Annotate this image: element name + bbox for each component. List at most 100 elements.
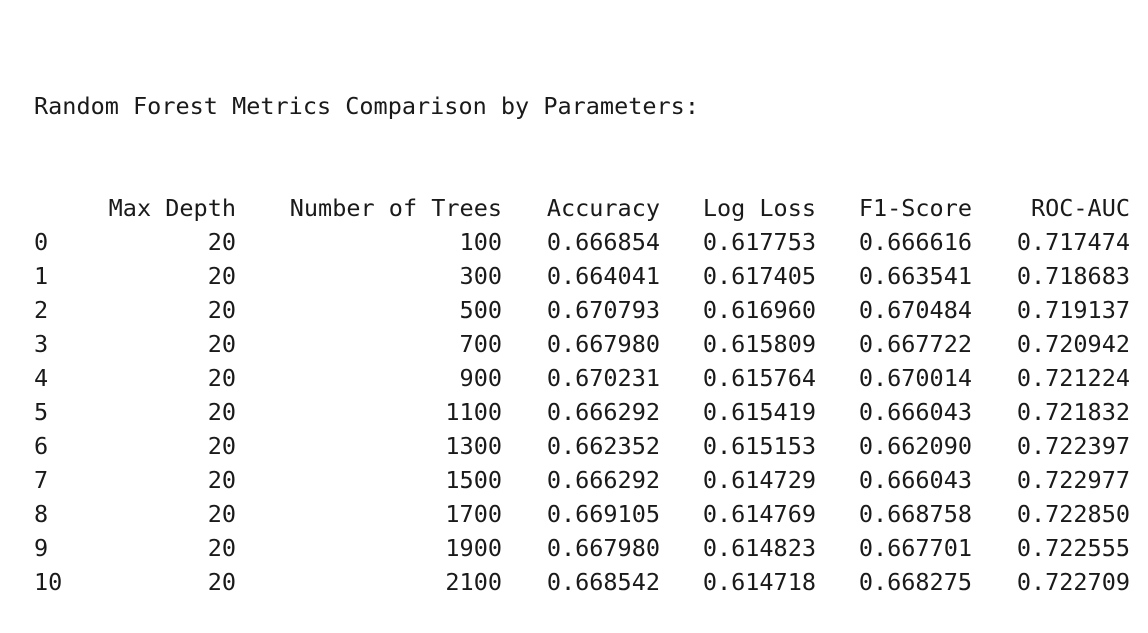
output-title: Random Forest Metrics Comparison by Para… <box>34 92 699 120</box>
cell-accuracy: 0.666292 <box>546 398 660 426</box>
row-index-cell: 10 <box>34 568 63 596</box>
cell-max-depth: 20 <box>207 432 236 460</box>
cell-roc-auc: 0.722850 <box>1016 500 1130 528</box>
row-index-cell: 3 <box>34 330 49 358</box>
cell-number-of-trees: 2100 <box>445 568 502 596</box>
cell-number-of-trees: 900 <box>459 364 502 392</box>
table-row: 1 20 300 0.664041 0.617405 0.663541 0.718683 <box>34 259 1130 293</box>
cell-max-depth: 20 <box>207 534 236 562</box>
row-index-cell: 0 <box>34 228 49 256</box>
cell-number-of-trees: 700 <box>459 330 502 358</box>
table-row: 6 20 1300 0.662352 0.615153 0.662090 0.722397 <box>34 429 1130 463</box>
table-row: 5 20 1100 0.666292 0.615419 0.666043 0.721832 <box>34 395 1130 429</box>
console-output: Random Forest Metrics Comparison by Para… <box>34 21 1130 633</box>
column-header-accuracy: Accuracy <box>546 194 660 222</box>
cell-f1-score: 0.667701 <box>858 534 972 562</box>
cell-max-depth: 20 <box>207 568 236 596</box>
cell-f1-score: 0.670484 <box>858 296 972 324</box>
cell-accuracy: 0.667980 <box>546 330 660 358</box>
row-index-cell: 2 <box>34 296 49 324</box>
row-index-cell: 9 <box>34 534 49 562</box>
cell-accuracy: 0.668542 <box>546 568 660 596</box>
cell-number-of-trees: 300 <box>459 262 502 290</box>
table-row: 2 20 500 0.670793 0.616960 0.670484 0.719137 <box>34 293 1130 327</box>
cell-f1-score: 0.668275 <box>858 568 972 596</box>
row-index-cell: 4 <box>34 364 49 392</box>
cell-f1-score: 0.670014 <box>858 364 972 392</box>
column-header-max-depth: Max Depth <box>108 194 236 222</box>
column-header-f1-score: F1-Score <box>858 194 972 222</box>
table-row: 8 20 1700 0.669105 0.614769 0.668758 0.722850 <box>34 497 1130 531</box>
cell-f1-score: 0.666616 <box>858 228 972 256</box>
cell-number-of-trees: 100 <box>459 228 502 256</box>
cell-roc-auc: 0.720942 <box>1016 330 1130 358</box>
cell-roc-auc: 0.722977 <box>1016 466 1130 494</box>
row-index-cell: 5 <box>34 398 49 426</box>
cell-accuracy: 0.669105 <box>546 500 660 528</box>
cell-f1-score: 0.666043 <box>858 398 972 426</box>
cell-number-of-trees: 1300 <box>445 432 502 460</box>
cell-log-loss: 0.615809 <box>702 330 816 358</box>
table-row: 0 20 100 0.666854 0.617753 0.666616 0.717474 <box>34 225 1130 259</box>
cell-max-depth: 20 <box>207 364 236 392</box>
cell-f1-score: 0.663541 <box>858 262 972 290</box>
cell-accuracy: 0.666854 <box>546 228 660 256</box>
cell-max-depth: 20 <box>207 500 236 528</box>
cell-log-loss: 0.614718 <box>702 568 816 596</box>
cell-log-loss: 0.617753 <box>702 228 816 256</box>
cell-f1-score: 0.666043 <box>858 466 972 494</box>
cell-log-loss: 0.614729 <box>702 466 816 494</box>
cell-log-loss: 0.617405 <box>702 262 816 290</box>
cell-accuracy: 0.667980 <box>546 534 660 562</box>
row-index-cell: 1 <box>34 262 49 290</box>
cell-roc-auc: 0.722397 <box>1016 432 1130 460</box>
cell-log-loss: 0.615419 <box>702 398 816 426</box>
cell-number-of-trees: 1100 <box>445 398 502 426</box>
cell-accuracy: 0.670793 <box>546 296 660 324</box>
cell-number-of-trees: 1700 <box>445 500 502 528</box>
table-row: 10 20 2100 0.668542 0.614718 0.668275 0.722709 <box>34 565 1130 599</box>
cell-max-depth: 20 <box>207 262 236 290</box>
cell-max-depth: 20 <box>207 466 236 494</box>
cell-f1-score: 0.668758 <box>858 500 972 528</box>
cell-max-depth: 20 <box>207 296 236 324</box>
table-row: 9 20 1900 0.667980 0.614823 0.667701 0.722555 <box>34 531 1130 565</box>
cell-roc-auc: 0.721832 <box>1016 398 1130 426</box>
cell-max-depth: 20 <box>207 228 236 256</box>
cell-number-of-trees: 500 <box>459 296 502 324</box>
table-row: 4 20 900 0.670231 0.615764 0.670014 0.721224 <box>34 361 1130 395</box>
cell-roc-auc: 0.721224 <box>1016 364 1130 392</box>
cell-number-of-trees: 1900 <box>445 534 502 562</box>
cell-roc-auc: 0.718683 <box>1016 262 1130 290</box>
cell-log-loss: 0.615764 <box>702 364 816 392</box>
cell-roc-auc: 0.722709 <box>1016 568 1130 596</box>
cell-number-of-trees: 1500 <box>445 466 502 494</box>
cell-accuracy: 0.664041 <box>546 262 660 290</box>
cell-roc-auc: 0.722555 <box>1016 534 1130 562</box>
cell-max-depth: 20 <box>207 398 236 426</box>
cell-accuracy: 0.670231 <box>546 364 660 392</box>
table-header-row: Max Depth Number of Trees Accuracy Log L… <box>34 191 1130 225</box>
cell-f1-score: 0.662090 <box>858 432 972 460</box>
cell-log-loss: 0.614769 <box>702 500 816 528</box>
cell-log-loss: 0.616960 <box>702 296 816 324</box>
table-row: 7 20 1500 0.666292 0.614729 0.666043 0.722977 <box>34 463 1130 497</box>
cell-max-depth: 20 <box>207 330 236 358</box>
column-header-log-loss: Log Loss <box>702 194 816 222</box>
row-index-cell: 7 <box>34 466 49 494</box>
row-index-cell: 8 <box>34 500 49 528</box>
cell-log-loss: 0.615153 <box>702 432 816 460</box>
column-header-roc-auc: ROC-AUC <box>1030 194 1130 222</box>
cell-f1-score: 0.667722 <box>858 330 972 358</box>
index-column-header <box>34 191 94 225</box>
cell-roc-auc: 0.717474 <box>1016 228 1130 256</box>
cell-accuracy: 0.662352 <box>546 432 660 460</box>
cell-accuracy: 0.666292 <box>546 466 660 494</box>
column-header-number-of-trees: Number of Trees <box>289 194 502 222</box>
metrics-table: Max Depth Number of Trees Accuracy Log L… <box>34 191 1130 599</box>
cell-roc-auc: 0.719137 <box>1016 296 1130 324</box>
table-body: 0 20 100 0.666854 0.617753 0.666616 0.717474 1 2… <box>34 225 1130 599</box>
table-row: 3 20 700 0.667980 0.615809 0.667722 0.720942 <box>34 327 1130 361</box>
row-index-cell: 6 <box>34 432 49 460</box>
cell-log-loss: 0.614823 <box>702 534 816 562</box>
